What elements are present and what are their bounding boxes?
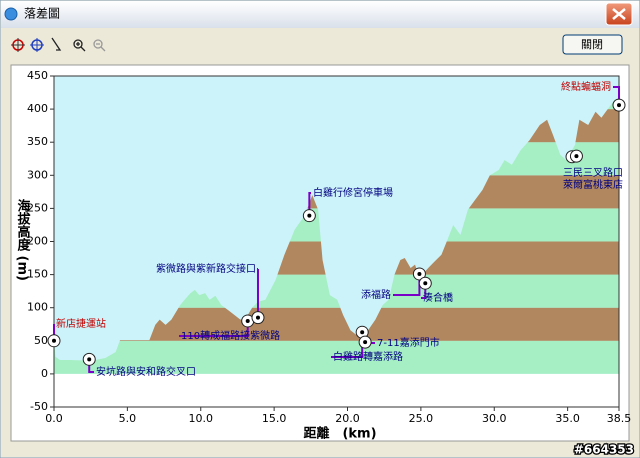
waypoint-label: 110轉成福路接紫微路 — [181, 329, 280, 342]
x-tick-label: 38.5 — [607, 412, 632, 425]
tool-zoom-in[interactable] — [73, 39, 86, 52]
y-tick-label: 300 — [27, 168, 48, 181]
x-tick-label: 10.0 — [189, 412, 214, 425]
x-tick-label: 25.0 — [409, 412, 434, 425]
x-tick-label: 5.0 — [119, 412, 137, 425]
app-icon — [4, 7, 18, 21]
y-tick-label: 400 — [27, 102, 48, 115]
y-tick-label: 50 — [34, 334, 48, 347]
x-tick-label: 15.0 — [262, 412, 287, 425]
watermark: #664353 — [574, 443, 634, 457]
waypoint-label: 7-11嘉添門市 — [377, 336, 440, 349]
y-tick-label: 0 — [41, 367, 48, 380]
x-tick-label: 30.0 — [482, 412, 507, 425]
window-title: 落差圖 — [24, 7, 60, 21]
title-bar — [1, 1, 639, 28]
close-button[interactable]: 關閉 — [562, 34, 623, 55]
toolbar — [11, 37, 106, 52]
waypoint-label: 終點蝙蝠洞 — [561, 80, 611, 93]
y-tick-label: 450 — [27, 69, 48, 82]
x-tick-label: 35.0 — [555, 412, 580, 425]
tool-pointer[interactable] — [30, 38, 44, 52]
waypoint-label: 安坑路與安和路交叉口 — [96, 365, 196, 378]
x-tick-label: 20.0 — [335, 412, 360, 425]
tool-crosshair[interactable] — [11, 38, 25, 52]
waypoint-dot — [423, 281, 428, 286]
waypoint-label: 白雞路轉嘉添路 — [333, 350, 403, 363]
tool-select[interactable] — [51, 37, 62, 51]
waypoint-dot — [255, 315, 260, 320]
y-tick-label: 200 — [27, 235, 48, 248]
close-window[interactable] — [605, 2, 633, 26]
leader-line — [308, 192, 311, 216]
close-button-label: 關閉 — [581, 38, 603, 51]
y-axis-title: 海拔高度 (m) — [15, 198, 31, 281]
waypoint-dot — [307, 213, 312, 218]
waypoint-dot — [417, 271, 422, 276]
waypoint-dot — [574, 154, 579, 159]
y-tick-label: 150 — [27, 268, 48, 281]
waypoint-dot — [245, 318, 250, 323]
waypoint-dot — [52, 338, 56, 343]
y-tick-label: 250 — [27, 201, 48, 214]
waypoint-label: 新店捷運站 — [56, 317, 106, 330]
waypoint-label: 紫微路與紫新路交接口 — [156, 262, 256, 275]
waypoint-label: 萊爾富桃東店 — [563, 178, 623, 191]
x-axis-title: 距離 (km) — [303, 426, 376, 442]
waypoint-dot — [617, 103, 621, 108]
plot: -50 0 50 100 150 200 250 300 350 400 450 0.0 5.0 10.0… — [27, 69, 631, 425]
waypoint-label: 三民三叉路口 — [563, 166, 623, 179]
y-tick-label: -50 — [30, 400, 48, 413]
waypoint-dot — [87, 357, 92, 362]
x-tick-label: 0.0 — [45, 412, 63, 425]
waypoint-dot — [363, 340, 368, 345]
waypoint-label: 添福路 — [361, 288, 391, 301]
y-tick-label: 100 — [27, 301, 48, 314]
y-tick-label: 350 — [27, 135, 48, 148]
waypoint-label: 白雞行修宮停車場 — [313, 186, 393, 199]
waypoint-label: 湊合橋 — [423, 291, 453, 304]
tool-zoom-out[interactable] — [93, 39, 106, 52]
waypoint-dot — [360, 330, 365, 335]
